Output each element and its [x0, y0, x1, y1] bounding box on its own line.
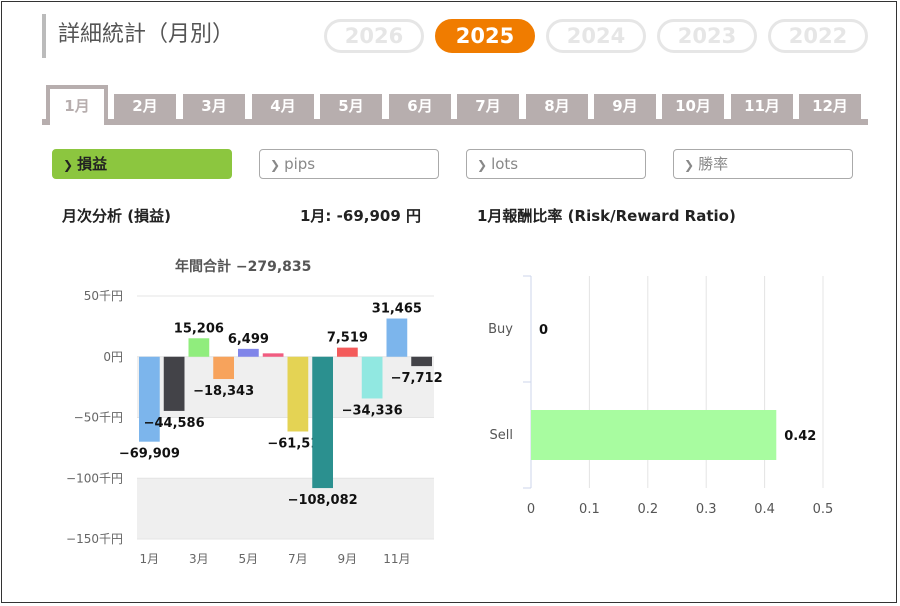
x-tick-label: 7月 — [288, 552, 308, 566]
data-label: 0.42 — [784, 429, 816, 444]
data-label: 15,206 — [174, 321, 224, 336]
tab-month-10[interactable]: 10月 — [662, 94, 724, 119]
bar-9 — [337, 347, 358, 357]
x-tick-label: 11月 — [383, 552, 410, 566]
annual-total: 年間合計 −279,835 — [175, 259, 312, 275]
metric-button-lots[interactable]: ❯ lots — [466, 149, 646, 179]
bar-4 — [213, 356, 234, 380]
year-2022-button[interactable]: 2022 — [768, 19, 868, 53]
tab-month-1[interactable]: 1月 — [46, 85, 108, 125]
monthly-analysis-heading: 月次分析 (損益) — [62, 207, 171, 225]
bar-12 — [411, 356, 432, 367]
bar-6 — [262, 353, 284, 357]
data-label: −69,909 — [119, 447, 180, 462]
y-tick-label: 50千円 — [84, 289, 123, 303]
year-2026-button[interactable]: 2026 — [324, 19, 424, 53]
tab-month-9[interactable]: 9月 — [594, 94, 656, 119]
metric-button-label: 損益 — [77, 155, 108, 173]
tab-month-7[interactable]: 7月 — [457, 94, 519, 119]
risk-reward-chart: 0 0.1 0.2 0.3 0.4 0.5 Buy 0 Sell 0.42 — [488, 275, 834, 517]
bar-8 — [312, 356, 333, 489]
y-tick-label: −150千円 — [66, 532, 123, 546]
x-tick-label: 0 — [527, 502, 535, 517]
tab-month-4[interactable]: 4月 — [252, 94, 314, 119]
x-tick-label: 9月 — [338, 552, 358, 566]
data-label: 31,465 — [372, 302, 422, 317]
data-label: −108,082 — [288, 493, 358, 508]
x-tick-label: 1月 — [140, 552, 160, 566]
page-title: 詳細統計（月別） — [42, 14, 234, 58]
chevron-right-icon: ❯ — [270, 158, 281, 172]
metric-button-label: pips — [284, 155, 316, 173]
data-label: −44,586 — [144, 416, 205, 431]
metric-button-label: lots — [491, 155, 519, 173]
y-tick-label: −100千円 — [66, 471, 123, 485]
bar-2 — [163, 356, 185, 411]
chevron-right-icon: ❯ — [684, 158, 695, 172]
metric-button-pips[interactable]: ❯ pips — [259, 149, 439, 179]
x-tick-label: 0.2 — [637, 502, 658, 517]
rr-ratio-heading: 1月報酬比率 (Risk/Reward Ratio) — [477, 207, 736, 225]
data-label: −18,343 — [193, 384, 254, 399]
bar-3 — [188, 338, 210, 357]
tab-month-8[interactable]: 8月 — [526, 94, 588, 119]
data-label: 7,519 — [327, 331, 368, 346]
tab-month-3[interactable]: 3月 — [183, 94, 245, 119]
metric-button-winrate[interactable]: ❯ 勝率 — [673, 149, 853, 179]
data-label: 6,499 — [228, 332, 269, 347]
tab-month-2[interactable]: 2月 — [114, 94, 176, 119]
bar-sell — [531, 410, 777, 460]
bar-7 — [287, 356, 309, 432]
y-tick-label: 0円 — [103, 350, 123, 364]
x-tick-label: 0.4 — [754, 502, 775, 517]
year-2024-button[interactable]: 2024 — [546, 19, 646, 53]
chevron-right-icon: ❯ — [63, 158, 74, 172]
tab-month-11[interactable]: 11月 — [731, 94, 793, 119]
y-tick-label: −50千円 — [74, 411, 123, 425]
data-label: −7,712 — [391, 371, 443, 386]
x-tick-label: 0.3 — [696, 502, 717, 517]
month-summary: 1月: -69,909 円 — [300, 207, 421, 225]
bar-11 — [386, 318, 408, 357]
data-label: 0 — [539, 323, 548, 338]
tab-month-12[interactable]: 12月 — [799, 94, 861, 119]
y-category-label: Sell — [490, 428, 513, 443]
plot-band-white — [137, 417, 434, 479]
x-tick-label: 0.5 — [813, 502, 834, 517]
monthly-profit-chart: 50千円 0円 −50千円 −100千円 −150千円 −69,909 1月 −44,586 1… — [66, 289, 443, 566]
metric-button-profit[interactable]: ❯ 損益 — [52, 149, 232, 179]
metric-button-label: 勝率 — [698, 155, 729, 173]
x-tick-label: 5月 — [239, 552, 259, 566]
tab-month-6[interactable]: 6月 — [389, 94, 451, 119]
tab-month-5[interactable]: 5月 — [320, 94, 382, 119]
x-tick-label: 0.1 — [579, 502, 600, 517]
x-tick-label: 3月 — [189, 552, 209, 566]
y-category-label: Buy — [488, 322, 513, 337]
data-label: −34,336 — [342, 403, 403, 418]
bar-1 — [139, 356, 160, 442]
bar-5 — [238, 348, 259, 357]
plot-band — [137, 478, 434, 539]
year-2023-button[interactable]: 2023 — [657, 19, 757, 53]
bar-10 — [361, 356, 383, 399]
year-2025-button[interactable]: 2025 — [435, 19, 535, 53]
plot-band — [137, 356, 434, 418]
month-tab-bar — [42, 119, 868, 125]
chevron-right-icon: ❯ — [477, 158, 488, 172]
